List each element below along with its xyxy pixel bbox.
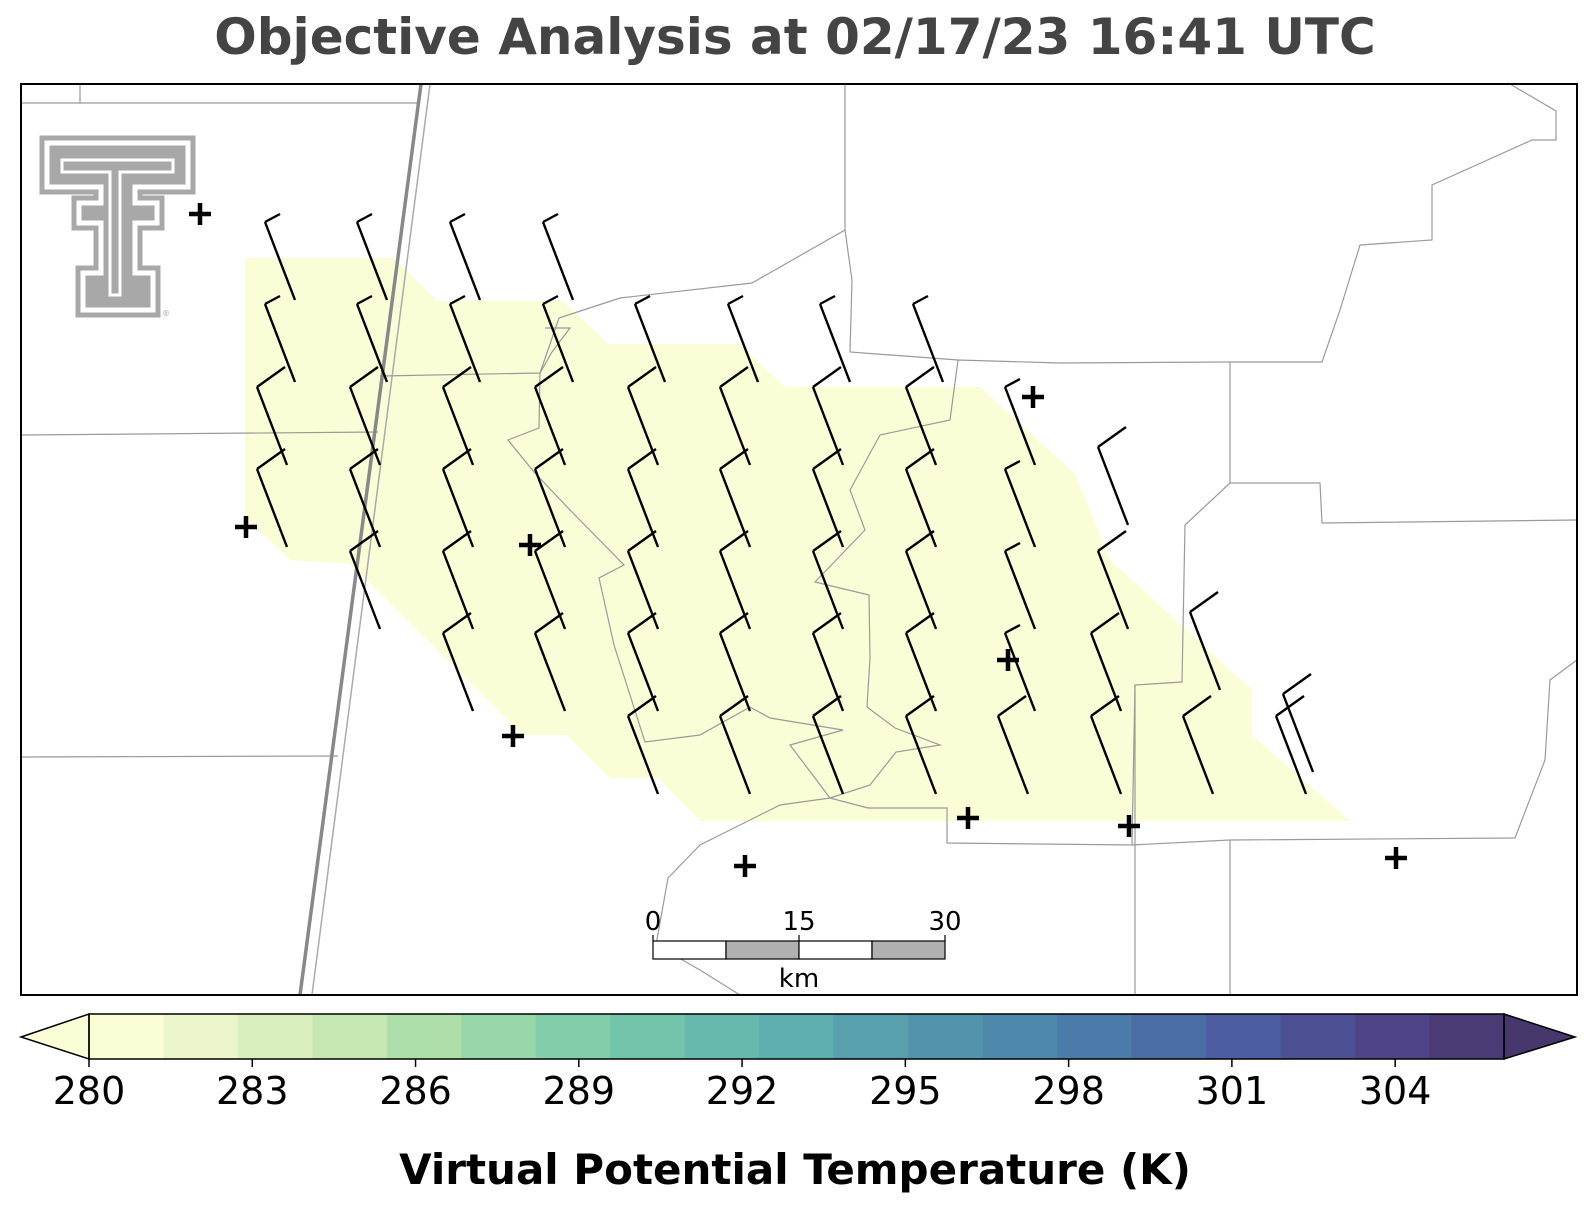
wind-barb-icon bbox=[911, 294, 945, 383]
stations-layer bbox=[189, 203, 1407, 877]
scale-label-30: 30 bbox=[928, 907, 961, 937]
wind-barb-icon bbox=[718, 695, 752, 795]
station-plus-icon bbox=[1385, 847, 1407, 869]
colorbar-segment bbox=[1131, 1014, 1207, 1059]
wind-barb-icon bbox=[541, 294, 575, 383]
wind-barb-icon bbox=[263, 212, 297, 301]
station-plus-icon bbox=[502, 725, 524, 747]
colorbar-segment bbox=[237, 1014, 313, 1059]
station-plus-icon bbox=[1022, 386, 1044, 408]
wind-barb-icon bbox=[904, 695, 938, 795]
wind-barb-icon bbox=[1181, 695, 1215, 795]
wind-barb-icon bbox=[996, 695, 1030, 795]
station-plus-icon bbox=[189, 203, 211, 225]
wind-barb-icon bbox=[626, 695, 660, 795]
wind-barb-icon bbox=[1274, 695, 1308, 795]
colorbar-segment bbox=[386, 1014, 462, 1059]
station-plus-icon bbox=[734, 855, 756, 877]
colorbar-segment bbox=[908, 1014, 984, 1059]
wind-barbs-layer bbox=[255, 212, 1315, 795]
wind-barb-icon bbox=[1096, 530, 1130, 630]
colorbar-tick-label: 289 bbox=[543, 1069, 616, 1113]
wind-barb-icon bbox=[1281, 673, 1315, 773]
wind-barb-icon bbox=[1003, 377, 1037, 466]
texas-tech-logo-icon: ® bbox=[39, 135, 196, 318]
wind-barb-icon bbox=[255, 448, 289, 548]
colorbar-segment bbox=[1280, 1014, 1356, 1059]
wind-barb-icon bbox=[541, 212, 575, 301]
road bbox=[311, 84, 431, 995]
scale-label-0: 0 bbox=[645, 907, 662, 937]
colorbar-segment bbox=[163, 1014, 239, 1059]
wind-barb-icon bbox=[1096, 426, 1130, 526]
road bbox=[298, 84, 423, 995]
colorbar-segment bbox=[1057, 1014, 1133, 1059]
colorbar-segment bbox=[982, 1014, 1058, 1059]
station-plus-icon bbox=[519, 534, 541, 556]
colorbar-tick-label: 280 bbox=[53, 1069, 126, 1113]
colorbar-tick-label: 295 bbox=[869, 1069, 942, 1113]
colorbar-segment bbox=[312, 1014, 388, 1059]
scale-label-15: 15 bbox=[782, 907, 815, 937]
colorbar-segment bbox=[89, 1014, 165, 1059]
wind-barb-icon bbox=[1003, 541, 1037, 630]
colorbar-segment bbox=[461, 1014, 537, 1059]
wind-barb-icon bbox=[448, 294, 482, 383]
colorbar-min-extension bbox=[18, 1012, 90, 1061]
station-plus-icon bbox=[997, 649, 1019, 671]
colorbar-tick-label: 304 bbox=[1359, 1069, 1432, 1113]
colorbar-segment bbox=[759, 1014, 835, 1059]
wind-barb-icon bbox=[348, 530, 382, 630]
colorbar-segment bbox=[535, 1014, 611, 1059]
colorbar-tick-label: 292 bbox=[706, 1069, 779, 1113]
wind-barb-icon bbox=[533, 612, 567, 712]
wind-barb-icon bbox=[355, 212, 389, 301]
station-plus-icon bbox=[235, 516, 257, 538]
wind-barb-icon bbox=[1089, 695, 1123, 795]
station-plus-icon bbox=[1118, 815, 1140, 837]
colorbar-segment bbox=[833, 1014, 909, 1059]
colorbar-segment bbox=[1206, 1014, 1282, 1059]
wind-barb-icon bbox=[1003, 459, 1037, 548]
wind-barb-icon bbox=[1003, 623, 1037, 712]
wind-barb-icon bbox=[441, 612, 475, 712]
svg-text:®: ® bbox=[162, 309, 170, 318]
colorbar-tick-label: 283 bbox=[216, 1069, 289, 1113]
colorbar-tick-label: 298 bbox=[1032, 1069, 1105, 1113]
scale-bar: 0 15 30 km bbox=[645, 907, 962, 994]
map-title: Objective Analysis at 02/17/23 16:41 UTC bbox=[214, 8, 1376, 66]
wind-barb-icon bbox=[811, 695, 845, 795]
wind-barb-icon bbox=[263, 294, 297, 383]
map-frame bbox=[20, 83, 1578, 996]
wind-barb-icon bbox=[355, 294, 389, 383]
colorbar-segment bbox=[1355, 1014, 1431, 1059]
wind-barb-icon bbox=[726, 294, 760, 383]
colorbar-tick-label: 286 bbox=[379, 1069, 452, 1113]
colorbar-segment bbox=[610, 1014, 686, 1059]
wind-barb-icon bbox=[633, 294, 667, 383]
colorbar-tick-label: 301 bbox=[1196, 1069, 1269, 1113]
wind-barb-icon bbox=[448, 212, 482, 301]
analysis-shaded-region bbox=[245, 258, 1350, 821]
colorbar-segment bbox=[1429, 1014, 1505, 1059]
wind-barb-icon bbox=[1188, 591, 1222, 691]
colorbar-label: Virtual Potential Temperature (K) bbox=[399, 1145, 1191, 1194]
colorbar-segment bbox=[684, 1014, 760, 1059]
scale-unit: km bbox=[779, 964, 819, 994]
wind-barb-icon bbox=[818, 294, 852, 383]
station-plus-icon bbox=[957, 807, 979, 829]
colorbar-frame bbox=[88, 1013, 1505, 1060]
colorbar-max-extension bbox=[1503, 1012, 1578, 1061]
